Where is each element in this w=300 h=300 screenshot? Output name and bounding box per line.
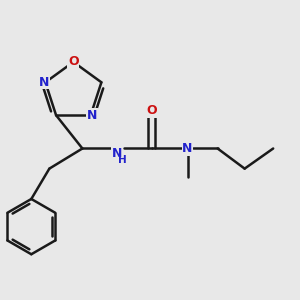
Text: N: N [87,109,98,122]
Text: N: N [39,76,49,89]
Text: H: H [118,155,126,165]
Text: N: N [182,142,193,155]
Text: N: N [112,147,122,161]
Text: O: O [68,56,79,68]
Text: O: O [146,104,157,117]
